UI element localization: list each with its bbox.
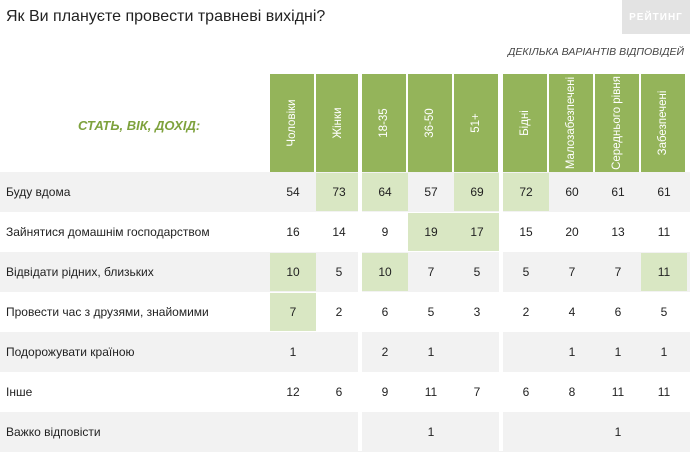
table-cell: 7: [427, 265, 435, 279]
table-cell: 7: [614, 265, 622, 279]
table-cell: 2: [335, 305, 343, 319]
table-cell: 10: [286, 265, 300, 279]
table-cell: 73: [332, 185, 346, 199]
page-title: Як Ви плануєте провести травневі вихідні…: [6, 8, 326, 25]
table-cell: 72: [519, 185, 533, 199]
table-cell: 2: [522, 305, 530, 319]
table-cell: 54: [286, 185, 300, 199]
row-label: Інше: [6, 385, 33, 399]
column-header-label: Чоловіки: [286, 99, 298, 147]
table-cell: 11: [657, 225, 671, 239]
highlight-cell: [454, 213, 500, 251]
highlight-cell: [454, 173, 500, 211]
row-background: [0, 412, 690, 452]
column-header-label: Забезпечені: [657, 90, 669, 156]
table-cell: 10: [378, 265, 392, 279]
table-cell: 5: [660, 305, 668, 319]
table-cell: 11: [657, 385, 671, 399]
table-cell: 5: [427, 305, 435, 319]
table-cell: 3: [473, 305, 481, 319]
group-label: СТАТЬ, ВІК, ДОХІД:: [78, 118, 201, 133]
row-label: Подорожувати країною: [6, 345, 135, 359]
table-cell: 7: [568, 265, 576, 279]
table-cell: 61: [657, 185, 671, 199]
table-cell: 19: [424, 225, 438, 239]
column-header-label: Бідні: [519, 110, 531, 136]
column-header-label: Малозабезпечені: [565, 76, 577, 170]
highlight-cell: [316, 173, 362, 211]
row-label: Відвідати рідних, близьких: [6, 265, 154, 279]
column-header: Малозабезпечені: [549, 74, 593, 172]
table-cell: 8: [568, 385, 576, 399]
table-cell: 4: [568, 305, 576, 319]
column-header: 51+: [454, 74, 498, 172]
table-cell: 6: [381, 305, 389, 319]
table-cell: 14: [332, 225, 346, 239]
column-header: Забезпечені: [641, 74, 685, 172]
row-label: Провести час з друзями, знайомими: [6, 305, 209, 319]
table-cell: 69: [470, 185, 484, 199]
table-cell: 7: [289, 305, 297, 319]
column-header-label: 36-50: [424, 108, 436, 138]
highlight-cell: [641, 253, 687, 291]
table-cell: 20: [565, 225, 579, 239]
table-cell: 1: [568, 345, 576, 359]
group-divider: [499, 74, 503, 451]
table-cell: 6: [522, 385, 530, 399]
table-cell: 11: [611, 385, 625, 399]
row-label: Важко відповісти: [6, 425, 101, 439]
row-label: Буду вдома: [6, 185, 71, 199]
column-header-label: 18-35: [378, 108, 390, 138]
row-background: [0, 332, 690, 372]
table-cell: 2: [381, 345, 389, 359]
table-cell: 1: [427, 345, 435, 359]
row-label: Зайнятися домашнім господарством: [6, 225, 210, 239]
table-cell: 5: [522, 265, 530, 279]
table-cell: 11: [657, 265, 671, 279]
table-cell: 15: [519, 225, 533, 239]
table-cell: 9: [381, 225, 389, 239]
table-cell: 13: [611, 225, 625, 239]
column-header-label: Середнього рівня: [611, 76, 623, 170]
table-cell: 57: [424, 185, 438, 199]
column-header: Чоловіки: [270, 74, 314, 172]
table-cell: 17: [470, 225, 484, 239]
table-cell: 16: [286, 225, 300, 239]
highlight-cell: [503, 173, 549, 211]
table-cell: 6: [335, 385, 343, 399]
table-cell: 11: [424, 385, 438, 399]
highlight-cell: [408, 213, 454, 251]
column-header: Середнього рівня: [595, 74, 639, 172]
table-cell: 6: [614, 305, 622, 319]
column-header-label: 51+: [470, 113, 482, 133]
column-header-label: Жінки: [332, 107, 344, 139]
highlight-cell: [270, 253, 316, 291]
table-cell: 1: [289, 345, 297, 359]
column-header: 18-35: [362, 74, 406, 172]
table-cell: 7: [473, 385, 481, 399]
table-cell: 60: [565, 185, 579, 199]
column-header: Бідні: [503, 74, 547, 172]
highlight-cell: [270, 293, 316, 331]
highlight-cell: [362, 253, 408, 291]
table-cell: 64: [378, 185, 392, 199]
table-cell: 5: [473, 265, 481, 279]
subtitle: ДЕКІЛЬКА ВАРІАНТІВ ВІДПОВІДЕЙ: [508, 46, 684, 58]
column-header: 36-50: [408, 74, 452, 172]
table-cell: 61: [611, 185, 625, 199]
group-divider: [358, 74, 362, 451]
table-cell: 1: [614, 425, 622, 439]
table-cell: 1: [660, 345, 668, 359]
row-background: [0, 252, 690, 292]
table-cell: 12: [286, 385, 300, 399]
highlight-cell: [362, 173, 408, 211]
rating-logo: РЕЙТИНГ: [622, 0, 690, 34]
table-cell: 1: [614, 345, 622, 359]
table-cell: 1: [427, 425, 435, 439]
column-header: Жінки: [316, 74, 360, 172]
table-cell: 5: [335, 265, 343, 279]
table-cell: 9: [381, 385, 389, 399]
